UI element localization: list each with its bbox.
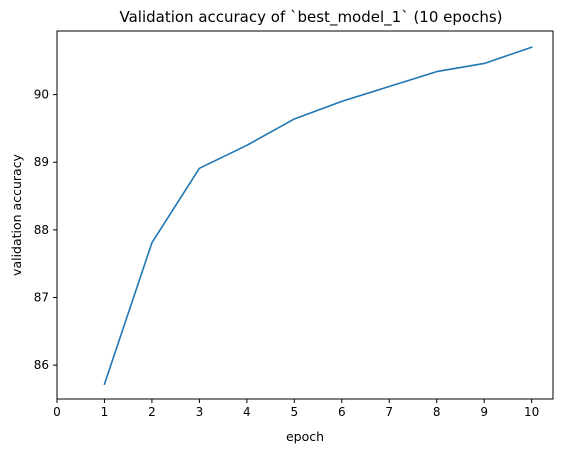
x-tick-label: 8 xyxy=(433,405,441,419)
y-tick-label: 89 xyxy=(34,155,49,169)
y-tick-label: 87 xyxy=(34,291,49,305)
series-layer xyxy=(103,46,533,386)
x-tick-label: 0 xyxy=(53,405,61,419)
chart-title: Validation accuracy of `best_model_1` (1… xyxy=(119,8,502,27)
x-tick-label: 9 xyxy=(480,405,488,419)
x-tick-label: 10 xyxy=(524,405,539,419)
series-line xyxy=(103,46,533,386)
x-axis-label: epoch xyxy=(286,429,324,444)
plot-frame xyxy=(56,30,554,400)
x-tick-label: 7 xyxy=(385,405,393,419)
x-tick-label: 1 xyxy=(101,405,109,419)
y-tick-label: 90 xyxy=(34,88,49,102)
x-tick-label: 4 xyxy=(243,405,251,419)
x-tick-label: 5 xyxy=(291,405,299,419)
y-axis-ticks: 86 87 88 89 90 xyxy=(34,88,57,372)
x-tick-label: 3 xyxy=(196,405,204,419)
y-tick-label: 88 xyxy=(34,223,49,237)
x-axis-ticks: 0 1 2 3 4 5 6 7 8 9 10 xyxy=(53,399,539,419)
y-tick-label: 86 xyxy=(34,358,49,372)
x-tick-label: 2 xyxy=(148,405,156,419)
x-tick-label: 6 xyxy=(338,405,346,419)
y-axis-label: validation accuracy xyxy=(9,153,24,276)
